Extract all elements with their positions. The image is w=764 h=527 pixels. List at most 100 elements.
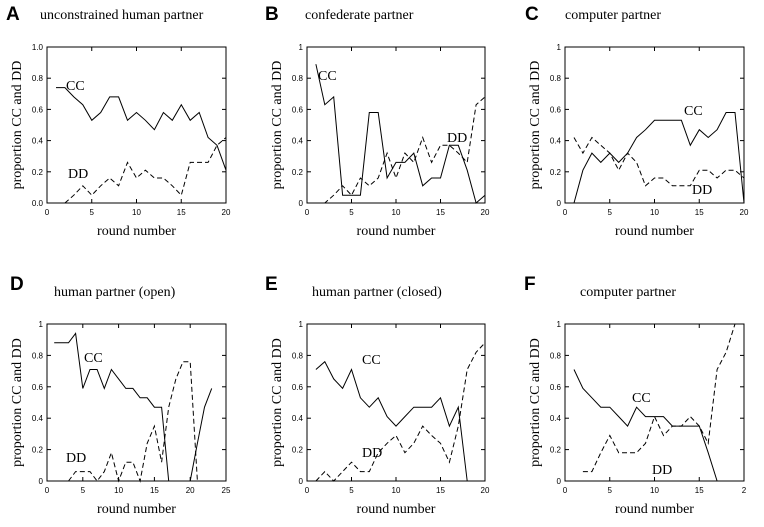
panel-e-title: human partner (closed) [312, 285, 442, 300]
panel-d-xtick-label: 10 [114, 486, 123, 495]
panel-b-ytick-label: 1 [299, 43, 304, 52]
panel-d-series-cc-label: CC [84, 351, 103, 366]
panel-d-series-dd-line [68, 361, 198, 483]
panel-f-ytick-label: 0.8 [550, 351, 562, 360]
panel-f-ylabel: proportion CC and DD [528, 338, 543, 467]
panel-c-plot-frame [564, 46, 745, 204]
panel-e-series-cc-line [315, 360, 468, 482]
panel-c-letter: C [525, 4, 539, 25]
panel-c-series-cc-line [573, 112, 745, 204]
panel-c-series-cc-label: CC [684, 104, 703, 119]
panel-d-series-dd-label: DD [66, 451, 86, 466]
panel-b-ytick-label: 0.2 [292, 168, 304, 177]
panel-f-title: computer partner [580, 285, 676, 300]
panel-e-series-cc-label: CC [362, 353, 381, 368]
panel-a-letter: A [6, 4, 20, 25]
panel-b-ytick-label: 0 [299, 199, 304, 208]
panel-f-xtick-label: 15 [695, 486, 704, 495]
panel-e-series-dd-line [315, 342, 486, 482]
panel-d-ytick-label: 0.2 [32, 446, 44, 455]
panel-d-xtick-label: 5 [81, 486, 86, 495]
panel-f-xlabel: round number [615, 502, 694, 517]
panel-c-xtick-label: 10 [650, 208, 659, 217]
panel-e-xtick-label: 10 [392, 486, 401, 495]
panel-c-ylabel: proportion CC and DD [528, 61, 543, 190]
panel-c-ytick-label: 0.8 [550, 74, 562, 83]
panel-f-series-cc-label: CC [632, 391, 651, 406]
panel-b-series-dd-line [315, 96, 486, 204]
panel-e-xtick-label: 20 [481, 486, 490, 495]
panel-a-xtick-label: 0 [45, 208, 50, 217]
panel-f-xtick-label: 2 [742, 486, 747, 495]
panel-f-plot-frame [564, 323, 745, 482]
panel-c-xtick-label: 0 [563, 208, 568, 217]
panel-b-ytick-label: 0.8 [292, 74, 304, 83]
panel-c-xtick-label: 20 [740, 208, 749, 217]
panel-c-series-dd-line [573, 136, 745, 187]
panel-b-ytick-label: 0.6 [292, 105, 304, 114]
panel-a-ytick-label: 0.2 [32, 168, 44, 177]
panel-d-xlabel: round number [97, 502, 176, 517]
panel-c-ytick-label: 0.6 [550, 105, 562, 114]
panel-d-xtick-label: 15 [150, 486, 159, 495]
panel-a-ytick-label: 0.8 [32, 74, 44, 83]
panel-b-xtick-label: 5 [349, 208, 354, 217]
panel-a-series-cc-line [56, 87, 227, 171]
panel-f-series-cc-line [573, 369, 718, 482]
panel-e-ytick-label: 0.8 [292, 351, 304, 360]
panel-b-ylabel: proportion CC and DD [270, 61, 285, 190]
panel-e-ytick-label: 0.4 [292, 414, 304, 423]
panel-e-xtick-label: 0 [305, 486, 310, 495]
panel-a-xtick-label: 5 [90, 208, 95, 217]
panel-b-letter: B [265, 4, 279, 25]
panel-f-series-dd-line [582, 323, 736, 473]
panel-a-xlabel: round number [97, 224, 176, 239]
panel-d-ytick-label: 1 [39, 320, 44, 329]
panel-e-ytick-label: 0.2 [292, 446, 304, 455]
panel-d-title: human partner (open) [54, 285, 176, 300]
panel-e-plot-frame [306, 323, 486, 482]
panel-f-xtick-label: 10 [650, 486, 659, 495]
panel-d-xtick-label: 25 [222, 486, 231, 495]
panel-f-letter: F [524, 274, 536, 295]
panel-a-xtick-label: 20 [222, 208, 231, 217]
panel-d-letter: D [10, 274, 24, 295]
panel-b-xlabel: round number [357, 224, 436, 239]
panel-a-ytick-label: 0.0 [32, 199, 44, 208]
panel-b-ytick-label: 0.4 [292, 137, 304, 146]
panel-f-ytick-label: 1 [557, 320, 562, 329]
panel-c-xtick-label: 5 [608, 208, 613, 217]
panel-d-ytick-label: 0.4 [32, 414, 44, 423]
panel-e-ytick-label: 0.6 [292, 383, 304, 392]
panel-d-ytick-label: 0.8 [32, 351, 44, 360]
panel-c-title: computer partner [565, 8, 661, 23]
panel-d-series-cc-line [54, 332, 213, 482]
panel-d-xtick-label: 20 [186, 486, 195, 495]
panel-e-xtick-label: 5 [349, 486, 354, 495]
panel-c-ytick-label: 0.2 [550, 168, 562, 177]
panel-f-ytick-label: 0 [557, 477, 562, 486]
panel-c-xtick-label: 15 [695, 208, 704, 217]
panel-d-xtick-label: 0 [45, 486, 50, 495]
panel-e-ylabel: proportion CC and DD [270, 338, 285, 467]
panel-c-ytick-label: 0 [557, 199, 562, 208]
panel-e-ytick-label: 0 [299, 477, 304, 486]
panel-f-xtick-label: 0 [563, 486, 568, 495]
panel-c-xlabel: round number [615, 224, 694, 239]
panel-a-series-dd-line [64, 137, 227, 204]
panel-e-xlabel: round number [357, 502, 436, 517]
panel-e-ytick-label: 1 [299, 320, 304, 329]
panel-a-title: unconstrained human partner [40, 8, 204, 23]
panel-a-ytick-label: 0.6 [32, 105, 44, 114]
panel-b-title: confederate partner [305, 8, 414, 23]
panel-c-ytick-label: 0.4 [550, 137, 562, 146]
panel-a-ytick-label: 0.4 [32, 137, 44, 146]
panel-d-ytick-label: 0.6 [32, 383, 44, 392]
